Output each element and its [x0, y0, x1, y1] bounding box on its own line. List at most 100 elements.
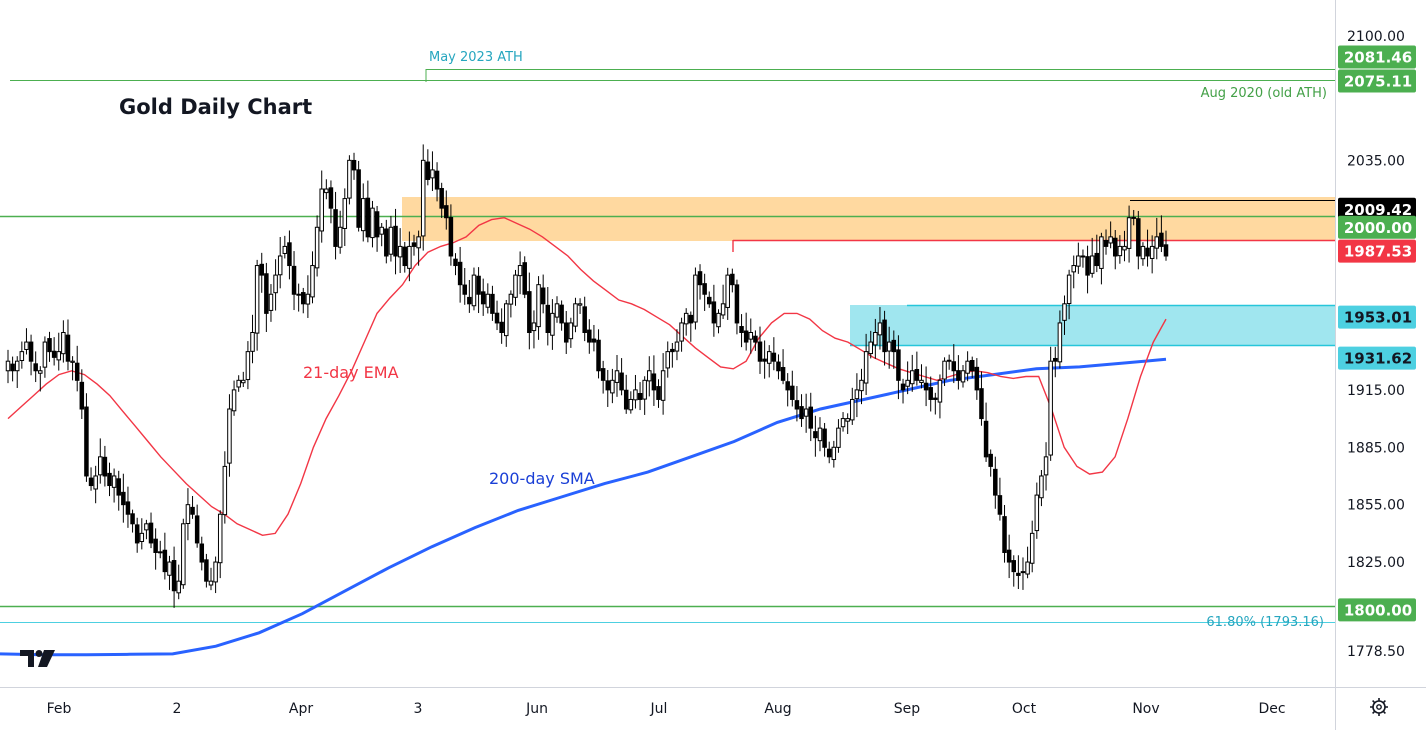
candle-up[interactable] [93, 475, 98, 490]
candle-up[interactable] [56, 351, 62, 361]
candle-up[interactable] [1076, 255, 1081, 267]
candle-down[interactable] [328, 187, 334, 209]
candle-up[interactable] [38, 370, 43, 374]
candle-down[interactable] [402, 246, 408, 267]
candle-up[interactable] [965, 360, 970, 374]
candle-up[interactable] [360, 198, 366, 232]
candle-up[interactable] [1048, 360, 1053, 456]
candle-up[interactable] [227, 408, 232, 464]
candle-up[interactable] [319, 188, 324, 232]
candle-up[interactable] [111, 475, 117, 488]
candle-up[interactable] [70, 360, 75, 363]
candle-up[interactable] [1117, 245, 1123, 257]
candle-up[interactable] [407, 245, 412, 269]
candle-down[interactable] [1163, 244, 1169, 257]
candle-up[interactable] [14, 360, 20, 372]
candle-up[interactable] [347, 159, 352, 199]
candle-up[interactable] [725, 274, 730, 308]
candle-up[interactable] [167, 561, 172, 576]
candle-down[interactable] [563, 322, 569, 343]
candle-up[interactable] [845, 418, 850, 422]
candle-down[interactable] [656, 386, 661, 400]
candle-down[interactable] [190, 506, 195, 515]
candle-down[interactable] [171, 560, 177, 592]
candle-down[interactable] [540, 287, 546, 305]
candle-up[interactable] [1057, 322, 1063, 363]
candle-up[interactable] [310, 265, 315, 298]
candle-up[interactable] [1099, 236, 1104, 269]
candle-down[interactable] [619, 372, 624, 391]
candle-down[interactable] [84, 406, 89, 477]
candle-down[interactable] [711, 301, 717, 324]
candle-up[interactable] [683, 312, 689, 325]
candle-down[interactable] [1145, 247, 1150, 257]
candle-down[interactable] [107, 472, 112, 487]
candle-down[interactable] [462, 284, 467, 295]
candle-up[interactable] [517, 265, 523, 277]
candle-up[interactable] [245, 351, 251, 381]
candle-up[interactable] [628, 398, 634, 411]
candle-down[interactable] [799, 406, 804, 420]
candle-down[interactable] [130, 513, 135, 525]
candle-down[interactable] [914, 369, 920, 381]
candle-down[interactable] [997, 495, 1003, 515]
candle-down[interactable] [933, 397, 938, 400]
candle-up[interactable] [850, 398, 855, 421]
candle-down[interactable] [411, 242, 417, 247]
candle-down[interactable] [102, 456, 108, 477]
candle-up[interactable] [485, 293, 491, 308]
tradingview-logo[interactable] [20, 650, 55, 667]
candle-up[interactable] [314, 226, 320, 269]
candle-up[interactable] [416, 236, 421, 249]
candle-down[interactable] [287, 242, 292, 267]
candle-down[interactable] [596, 339, 601, 372]
candle-up[interactable] [859, 379, 864, 392]
candle-down[interactable] [457, 261, 463, 286]
candle-down[interactable] [826, 448, 832, 458]
candle-up[interactable] [231, 389, 237, 412]
candle-down[interactable] [444, 205, 449, 219]
candle-down[interactable] [448, 217, 454, 257]
candle-down[interactable] [762, 358, 767, 362]
candle-down[interactable] [587, 329, 592, 343]
candle-down[interactable] [605, 380, 611, 391]
candle-up[interactable] [836, 427, 841, 448]
candle-down[interactable] [1016, 572, 1021, 576]
settings-gear-icon[interactable] [1370, 698, 1388, 716]
candle-down[interactable] [121, 491, 126, 506]
candle-up[interactable] [531, 322, 537, 332]
candle-up[interactable] [273, 274, 278, 294]
candle-up[interactable] [1066, 274, 1072, 305]
candle-up[interactable] [282, 245, 288, 254]
candle-up[interactable] [508, 293, 514, 305]
candle-up[interactable] [854, 389, 860, 400]
candle-down[interactable] [79, 381, 85, 410]
candle-up[interactable] [305, 293, 311, 305]
candle-up[interactable] [98, 456, 103, 476]
candle-up[interactable] [144, 523, 149, 531]
candle-up[interactable] [1154, 236, 1160, 249]
candle-down[interactable] [65, 334, 71, 362]
candle-down[interactable] [351, 159, 357, 171]
candle-up[interactable] [61, 332, 66, 355]
candle-down[interactable] [730, 273, 735, 286]
candle-up[interactable] [277, 255, 283, 276]
candle-up[interactable] [817, 427, 823, 442]
candle-down[interactable] [1094, 252, 1100, 267]
candle-down[interactable] [896, 349, 901, 381]
candle-down[interactable] [559, 304, 564, 324]
candle-down[interactable] [702, 283, 707, 295]
candle-up[interactable] [1126, 217, 1132, 249]
candle-down[interactable] [1085, 256, 1090, 276]
candle-up[interactable] [693, 274, 698, 323]
candle-down[interactable] [891, 339, 897, 353]
candle-down[interactable] [1103, 239, 1109, 247]
candle-up[interactable] [877, 322, 883, 336]
candle-down[interactable] [734, 284, 740, 324]
candle-down[interactable] [591, 338, 597, 343]
candle-up[interactable] [42, 341, 48, 368]
candle-up[interactable] [388, 226, 394, 255]
candle-down[interactable] [51, 350, 57, 358]
candle-down[interactable] [743, 330, 749, 343]
candle-down[interactable] [623, 389, 629, 410]
